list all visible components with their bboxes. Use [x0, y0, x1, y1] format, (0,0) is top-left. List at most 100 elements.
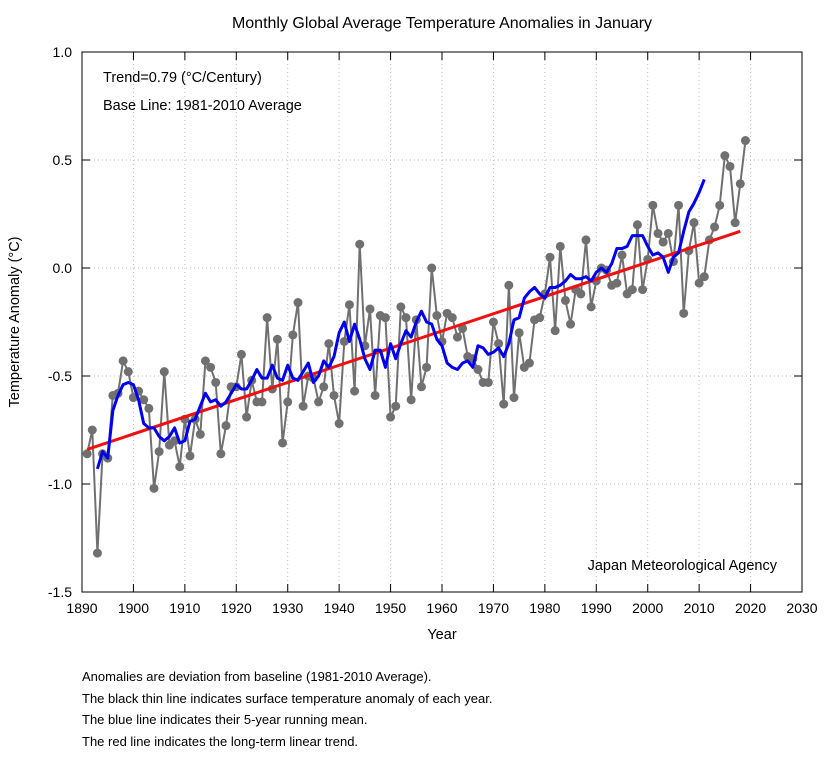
- y-tick-labels: -1.5 -1.0 -0.5 0.0 0.5 1.0: [48, 44, 72, 600]
- annual-data-point: [576, 289, 586, 299]
- annual-data-point: [118, 356, 128, 366]
- annual-data-point: [658, 237, 668, 247]
- annual-data-point: [350, 386, 360, 396]
- annual-data-point: [627, 285, 637, 295]
- annual-data-point: [694, 278, 704, 288]
- annual-data-point: [524, 358, 534, 368]
- y-tick-label: -1.5: [48, 584, 72, 600]
- annual-data-point: [715, 200, 725, 210]
- annual-data-point: [720, 151, 730, 161]
- x-tick-labels: 1890 1900 1910 1920 1930 1940 1950 1960 1970 1980…: [66, 600, 817, 616]
- tick-marks: [81, 51, 803, 593]
- x-tick-label: 1960: [426, 600, 457, 616]
- annual-data-point: [195, 429, 205, 439]
- annual-data-point: [123, 367, 133, 377]
- annual-data-point: [288, 330, 298, 340]
- annual-data-point: [586, 302, 596, 312]
- caption-notes: Anomalies are deviation from baseline (1…: [82, 666, 492, 752]
- annual-data-point: [200, 356, 210, 366]
- annual-data-point: [560, 295, 570, 305]
- annual-data-point: [175, 462, 185, 472]
- annual-data-point: [149, 483, 159, 493]
- annual-data-point: [329, 390, 339, 400]
- annual-data-point: [735, 179, 745, 189]
- annual-data-point: [674, 200, 684, 210]
- annual-data-point: [612, 278, 622, 288]
- annual-data-point: [211, 377, 221, 387]
- annual-data-point: [283, 397, 293, 407]
- annual-data-point: [648, 200, 658, 210]
- note-line: Anomalies are deviation from baseline (1…: [82, 669, 432, 684]
- x-tick-label: 1920: [221, 600, 252, 616]
- annual-data-point: [154, 447, 164, 457]
- annual-data-point: [730, 218, 740, 228]
- annual-data-point: [272, 334, 282, 344]
- x-tick-label: 1980: [529, 600, 560, 616]
- annual-data-point: [324, 339, 334, 349]
- annual-data-point: [494, 339, 504, 349]
- y-tick-label: 0.5: [53, 152, 73, 168]
- annual-data-point: [386, 412, 396, 422]
- x-tick-label: 1990: [581, 600, 612, 616]
- y-tick-label: 0.0: [53, 260, 73, 276]
- annual-data-point: [653, 228, 663, 238]
- annual-data-point: [663, 228, 673, 238]
- data-marks: [82, 136, 750, 558]
- annual-data-point: [452, 332, 462, 342]
- annual-data-point: [293, 298, 303, 308]
- grid: [82, 52, 802, 592]
- x-tick-label: 2020: [735, 600, 766, 616]
- annual-data-point: [638, 285, 648, 295]
- annual-data-point: [87, 425, 97, 435]
- note-line: The red line indicates the long-term lin…: [82, 733, 359, 749]
- annual-data-point: [535, 313, 545, 323]
- running-mean-line: [95, 178, 706, 470]
- annual-data-point: [504, 280, 514, 290]
- annual-data-point: [82, 449, 92, 459]
- annual-data-point: [499, 399, 509, 409]
- annual-data-point: [319, 382, 329, 392]
- annual-data-point: [416, 382, 426, 392]
- annual-data-point: [447, 313, 457, 323]
- annual-data-point: [473, 365, 483, 375]
- x-axis-label: Year: [427, 627, 456, 643]
- y-axis-label: Temperature Anomaly (°C): [7, 237, 23, 408]
- annual-data-point: [355, 239, 365, 249]
- annual-data-point: [422, 362, 432, 372]
- annual-data-point: [483, 377, 493, 387]
- annual-data-point: [334, 419, 344, 429]
- annual-data-point: [278, 438, 288, 448]
- annual-data-point: [679, 308, 689, 318]
- baseline-annotation: Base Line: 1981-2010 Average: [103, 98, 302, 114]
- annual-data-point: [365, 304, 375, 314]
- annual-data-point: [432, 311, 442, 321]
- annual-data-point: [710, 222, 720, 232]
- annual-data-point: [427, 263, 437, 273]
- annual-data-point: [699, 272, 709, 282]
- annual-data-point: [144, 403, 154, 413]
- annual-data-point: [401, 313, 411, 323]
- x-tick-label: 1940: [324, 600, 355, 616]
- x-tick-label: 1970: [478, 600, 509, 616]
- annual-data-point: [298, 401, 308, 411]
- annual-data-point: [740, 136, 750, 146]
- annual-data-point: [257, 397, 267, 407]
- annual-data-point: [139, 395, 149, 405]
- annual-data-point: [566, 319, 576, 329]
- trend-annotation: Trend=0.79 (°C/Century): [103, 70, 262, 86]
- chart: Monthly Global Average Temperature Anoma…: [7, 15, 818, 643]
- annual-data-point: [92, 548, 102, 558]
- source-label: Japan Meteorological Agency: [588, 558, 778, 574]
- note-line: The black thin line indicates surface te…: [82, 690, 493, 706]
- note-line: The blue line indicates their 5-year run…: [82, 712, 368, 727]
- annual-data-point: [344, 300, 354, 310]
- annual-data-point: [391, 401, 401, 411]
- annual-data-point: [514, 328, 524, 338]
- x-tick-label: 1910: [169, 600, 200, 616]
- annual-series-line: [86, 140, 747, 554]
- chart-title: Monthly Global Average Temperature Anoma…: [232, 15, 652, 32]
- annual-data-point: [216, 449, 226, 459]
- annual-data-point: [159, 367, 169, 377]
- y-tick-label: -1.0: [48, 476, 72, 492]
- annual-data-point: [242, 412, 252, 422]
